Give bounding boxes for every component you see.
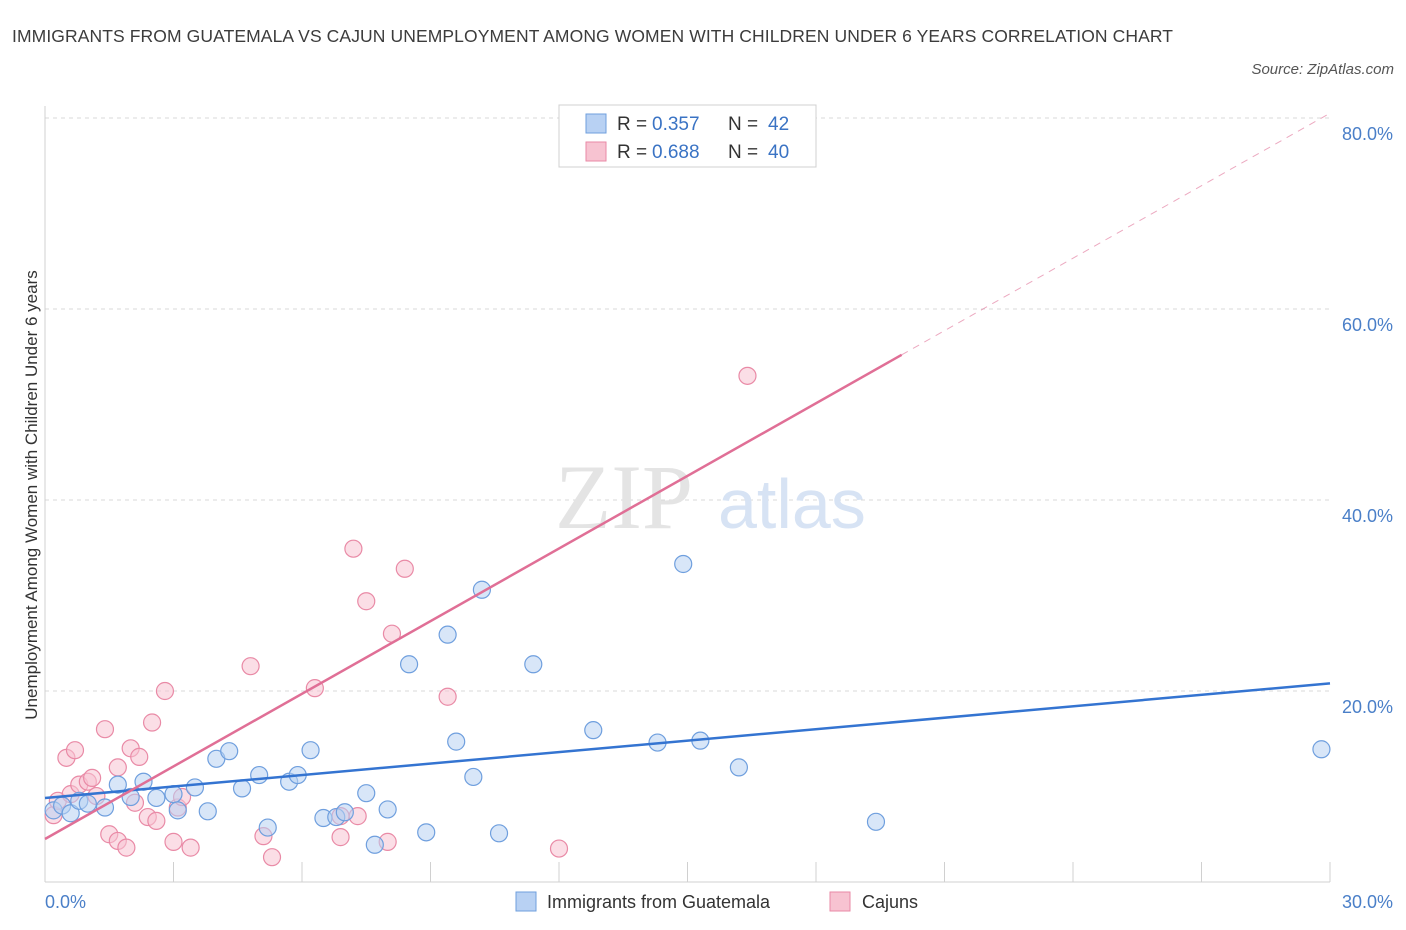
bottom-legend-cajuns: Cajuns — [862, 892, 918, 912]
legend-r-value-1: 0.357 — [652, 114, 700, 135]
source-label: Source: ZipAtlas.com — [1251, 61, 1394, 78]
guatemala-point — [524, 655, 543, 674]
guatemala-point — [147, 788, 166, 808]
guatemala-point — [301, 741, 320, 760]
guatemala-point — [866, 812, 886, 831]
x-tick-label-0: 0.0% — [45, 892, 86, 912]
cajuns-point — [95, 720, 115, 739]
y-tick-label-1: 40.0% — [1342, 506, 1393, 526]
legend-r-label-1: R = — [617, 114, 647, 135]
guatemala-point — [335, 803, 354, 822]
cajuns-trend-line — [44, 353, 903, 841]
guatemala-point — [258, 818, 277, 837]
chart-title: IMMIGRANTS FROM GUATEMALA VS CAJUN UNEMP… — [12, 26, 1174, 46]
guatemala-points — [44, 554, 1331, 854]
guatemala-point — [250, 765, 269, 785]
guatemala-point — [464, 767, 483, 787]
cajuns-point — [155, 681, 175, 701]
guatemala-point — [220, 742, 239, 761]
watermark-zip: ZIP — [555, 446, 693, 548]
bottom-swatch-guatemala — [515, 891, 537, 912]
bottom-legend-guatemala: Immigrants from Guatemala — [547, 892, 771, 912]
guatemala-point — [489, 824, 509, 843]
cajuns-point — [357, 592, 376, 611]
guatemala-point — [168, 801, 187, 820]
y-tick-label-2: 60.0% — [1342, 315, 1393, 335]
guatemala-point — [61, 804, 80, 823]
guatemala-point — [232, 779, 252, 798]
cajuns-point — [241, 657, 260, 676]
x-tick-label-1: 30.0% — [1342, 892, 1393, 912]
legend-n-value-1: 42 — [768, 114, 789, 135]
cajuns-point — [262, 848, 282, 867]
cajuns-point — [549, 839, 569, 858]
gridlines — [45, 117, 1330, 692]
watermark: ZIP atlas — [555, 446, 866, 548]
guatemala-point — [674, 554, 693, 574]
guatemala-point — [399, 655, 419, 674]
guatemala-point — [438, 625, 457, 644]
cajuns-point — [395, 559, 414, 578]
cajuns-point — [83, 768, 102, 788]
guatemala-point — [378, 800, 397, 819]
cajuns-point — [438, 687, 457, 706]
legend-swatch-cajuns — [585, 141, 607, 162]
guatemala-point — [108, 775, 127, 794]
guatemala-point — [584, 721, 603, 740]
guatemala-trend-line — [44, 682, 1331, 800]
guatemala-point — [185, 778, 205, 797]
cajuns-point — [147, 811, 166, 830]
legend-n-value-2: 40 — [768, 142, 789, 163]
guatemala-point — [365, 835, 384, 854]
guatemala-point — [417, 823, 436, 842]
guatemala-point — [357, 784, 376, 803]
y-tick-label-0: 20.0% — [1342, 697, 1393, 717]
cajuns-point — [130, 747, 149, 766]
bottom-swatch-cajuns — [829, 891, 851, 912]
guatemala-point — [198, 802, 217, 821]
legend-r-value-2: 0.688 — [652, 142, 700, 163]
guatemala-point — [1312, 740, 1331, 759]
cajuns-point — [164, 832, 183, 851]
legend-swatch-guatemala — [585, 113, 607, 134]
guatemala-point — [78, 794, 97, 813]
x-tick-labels: 0.0% 30.0% — [45, 892, 1393, 912]
cajuns-point — [181, 838, 200, 857]
guatemala-point — [447, 732, 466, 751]
guatemala-point — [729, 758, 749, 777]
axes — [44, 106, 1331, 883]
legend-n-label-2: N = — [728, 142, 758, 163]
cajuns-trend-extension — [901, 112, 1331, 356]
cajuns-point — [117, 838, 136, 857]
y-axis-label: Unemployment Among Women with Children U… — [22, 270, 41, 719]
y-tick-label-3: 80.0% — [1342, 124, 1393, 144]
legend-r-label-2: R = — [617, 142, 647, 163]
legend-n-label-1: N = — [728, 114, 758, 135]
watermark-atlas: atlas — [718, 465, 866, 543]
cajuns-point — [142, 713, 162, 732]
stats-legend: R = 0.357 N = 42 R = 0.688 N = 40 — [558, 104, 817, 168]
cajuns-point — [65, 741, 85, 760]
cajuns-point — [108, 758, 127, 777]
series-legend: Immigrants from Guatemala Cajuns — [515, 891, 918, 912]
cajuns-point — [738, 366, 757, 385]
trend-lines — [44, 112, 1331, 841]
cajuns-point — [331, 828, 350, 847]
y-tick-labels: 20.0% 40.0% 60.0% 80.0% — [1342, 124, 1393, 717]
cajuns-point — [344, 539, 363, 558]
